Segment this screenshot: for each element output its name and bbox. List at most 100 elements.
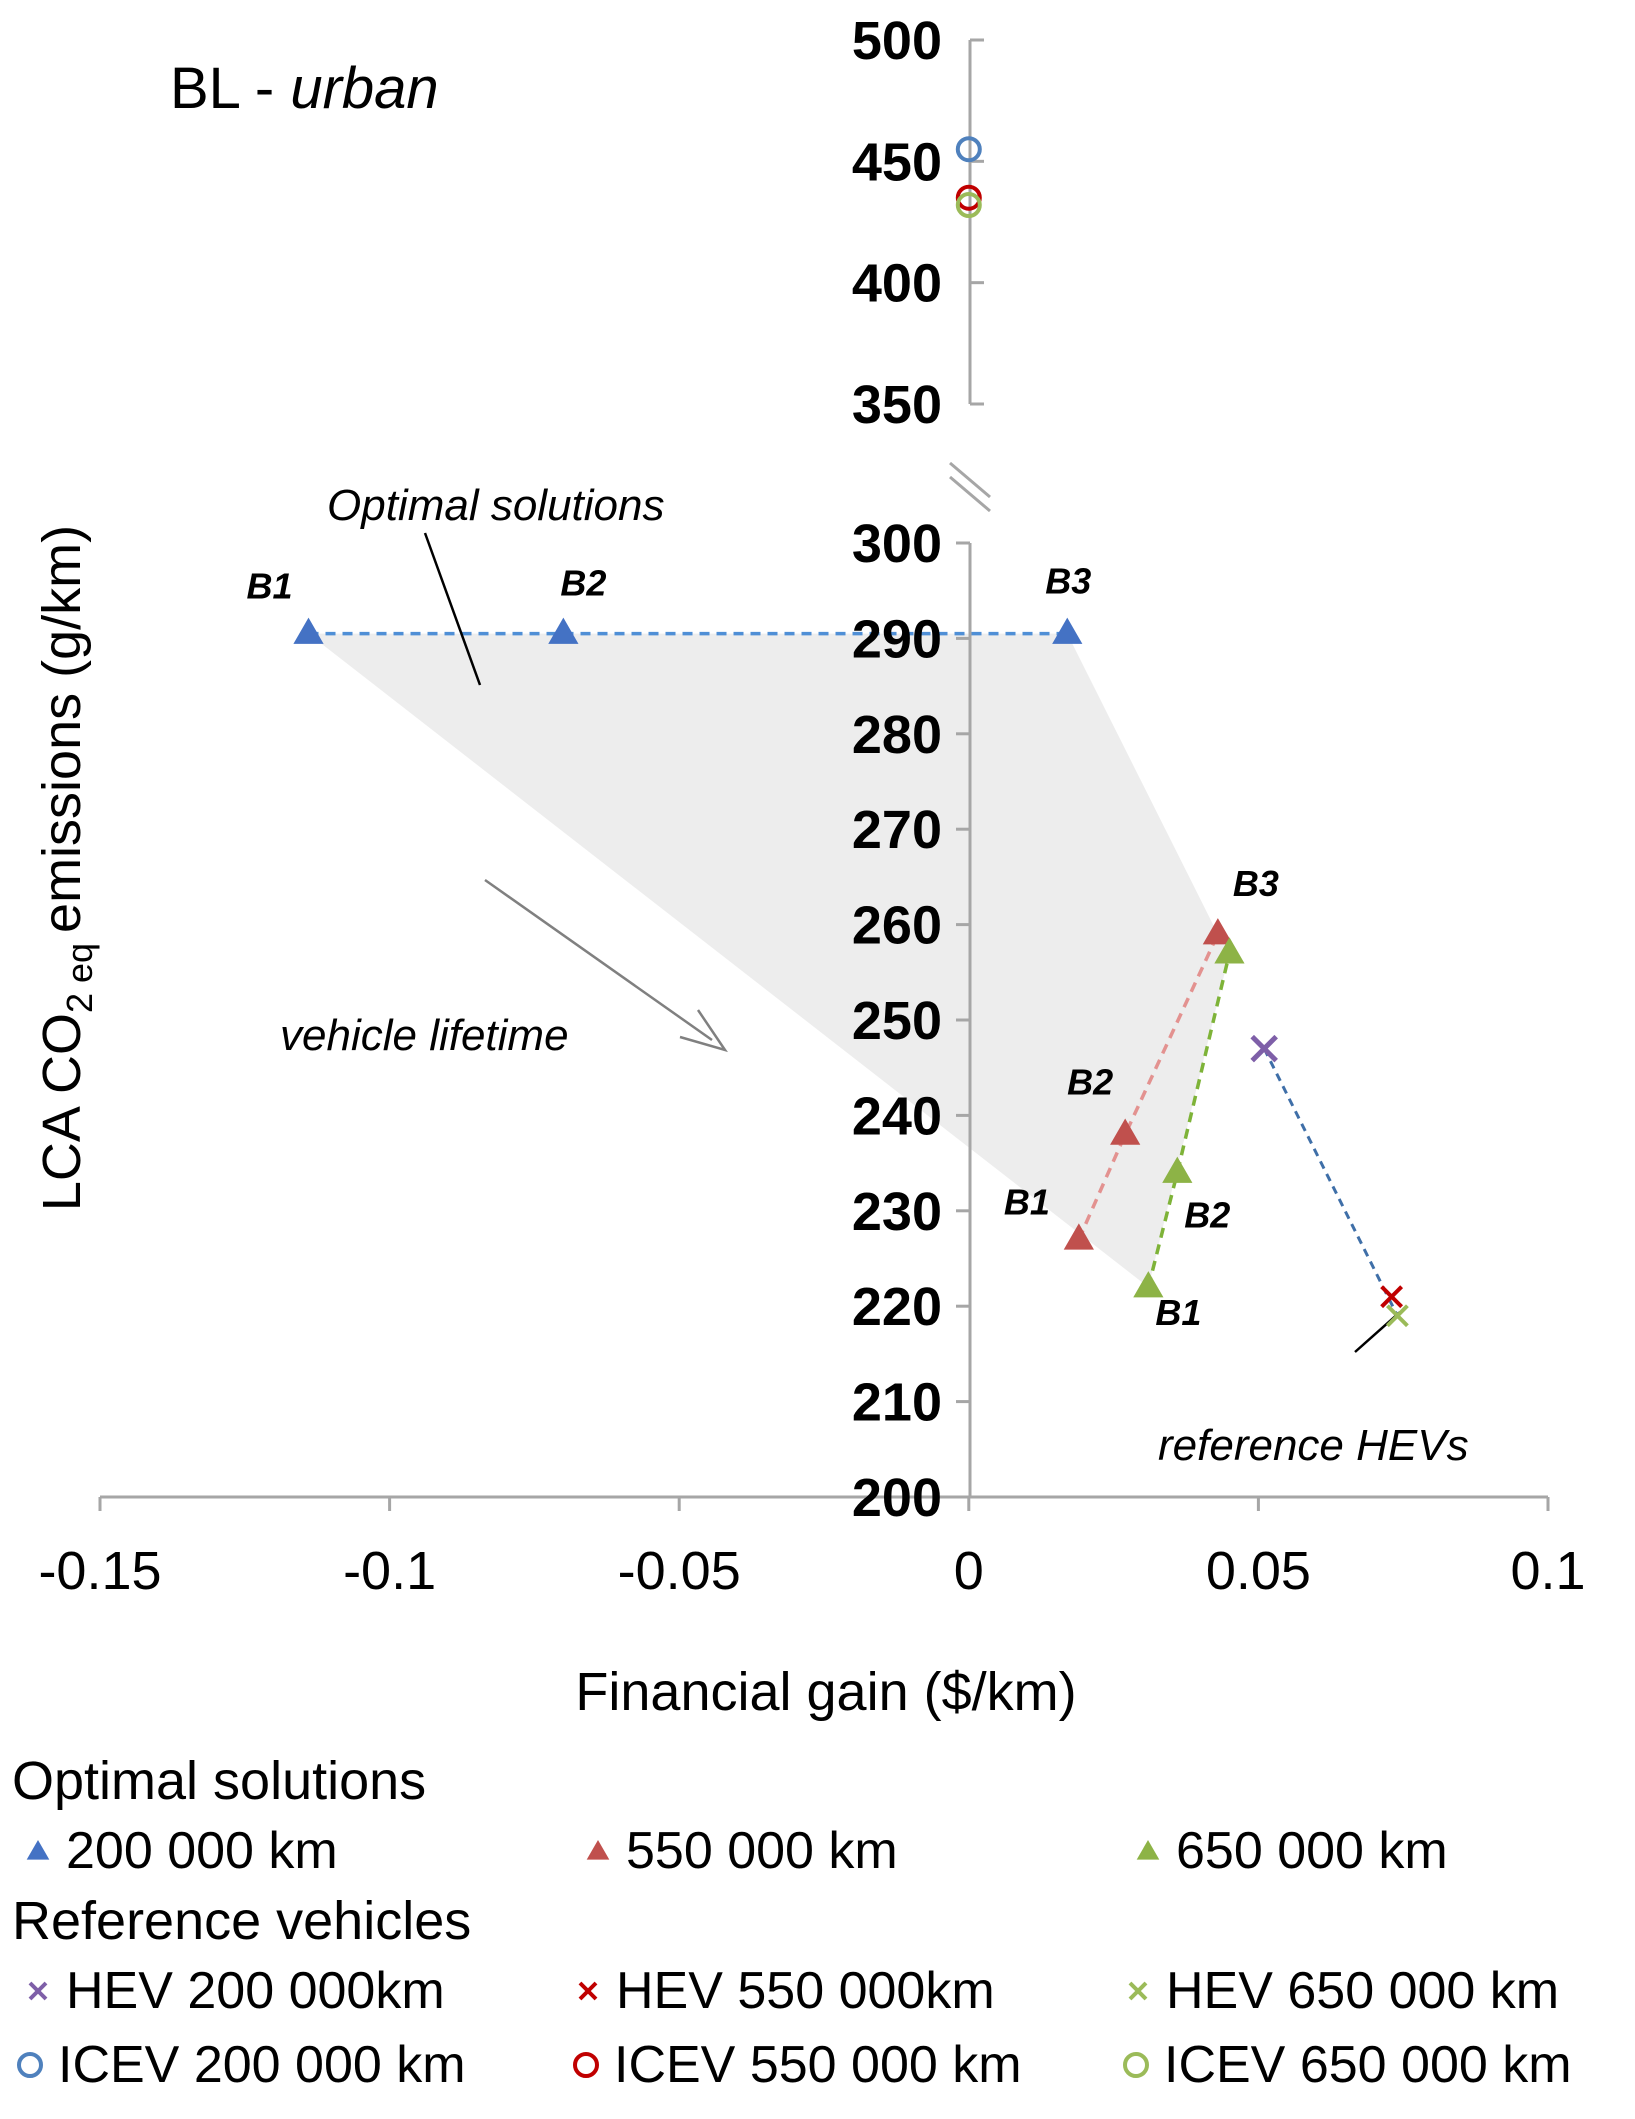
legend-marker-shape [1128, 1981, 1148, 2001]
legend-circle-icon [568, 2035, 614, 2095]
triangle-marker-icon [586, 1839, 610, 1860]
x-tick-label: -0.1 [343, 1541, 436, 1601]
y-tick-label: 220 [852, 1277, 942, 1337]
legend-label: 550 000 km [626, 1822, 898, 1880]
legend-circle-icon [1118, 2035, 1164, 2095]
data-point-circle [955, 184, 982, 211]
legend-label: HEV 200 000km [66, 1962, 445, 2020]
chart-title-plain: BL - [170, 56, 290, 121]
x-tick-label: 0.05 [1206, 1541, 1311, 1601]
y-tick-label: 270 [852, 800, 942, 860]
data-point-triangle [548, 617, 579, 644]
legend-row-icev: ICEV 200 000 km ICEV 550 000 km ICEV 650… [12, 2028, 1627, 2102]
legend-marker-shape [1136, 1839, 1160, 1860]
point-label: B1 [247, 566, 293, 607]
data-point-triangle [1162, 1156, 1193, 1183]
y-tick-label: 500 [852, 11, 942, 71]
data-point-triangle [293, 617, 324, 644]
legend-item-hev-650000: HEV 650 000 km [1120, 1954, 1559, 2028]
point-label: B2 [1184, 1195, 1230, 1236]
legend-label: 650 000 km [1176, 1822, 1448, 1880]
x-stroke [1385, 1304, 1409, 1328]
legend-label: HEV 550 000km [616, 1962, 995, 2020]
y-axis-label: LCA CO2 eq emissions (g/km) [32, 525, 100, 1211]
triangle-marker-icon [26, 1839, 50, 1860]
x-marker-icon [1128, 1981, 1148, 2001]
x-marker-icon [28, 1981, 48, 2001]
data-point-triangle [1063, 1223, 1094, 1250]
legend-label: ICEV 650 000 km [1164, 2036, 1572, 2094]
x-stroke [1380, 1285, 1404, 1309]
legend-marker-shape [586, 1839, 610, 1860]
y-axis-label-part-a: LCA CO [32, 1013, 92, 1211]
circle-marker-icon [17, 2052, 43, 2078]
legend-marker-shape [578, 1981, 598, 2001]
x-stroke [578, 1981, 598, 2001]
point-label: B3 [1045, 561, 1091, 602]
arrow-head-icon [679, 1009, 728, 1053]
data-point-circle [955, 136, 982, 163]
series-line [1146, 952, 1232, 1288]
chart-title-italic: urban [290, 56, 438, 121]
legend-item-icev-650000: ICEV 650 000 km [1118, 2028, 1572, 2102]
y-tick-label: 280 [852, 705, 942, 765]
legend-row-optimal: 200 000 km 550 000 km 650 000 km [12, 1814, 1627, 1888]
series-line [1077, 933, 1220, 1241]
arrow-line [484, 878, 713, 1042]
legend-row-hev: HEV 200 000km HEV 550 000km HEV 650 000 … [12, 1954, 1627, 2028]
legend-circle-icon [12, 2035, 58, 2095]
data-point-triangle [1133, 1271, 1164, 1298]
annotation-optimal-solutions: Optimal solutions [327, 481, 664, 530]
legend-label: 200 000 km [66, 1822, 338, 1880]
data-point-triangle [1110, 1118, 1141, 1145]
data-point-x [1380, 1285, 1404, 1309]
x-marker-icon [578, 1981, 598, 2001]
legend-heading-optimal: Optimal solutions [12, 1751, 427, 1811]
axis-break-mark [949, 475, 991, 513]
legend-label: ICEV 550 000 km [614, 2036, 1022, 2094]
x-axis-label: Financial gain ($/km) [575, 1662, 1076, 1722]
y-tick-label: 250 [852, 991, 942, 1051]
legend-marker-shape [1123, 2052, 1149, 2078]
legend-item-icev-550000: ICEV 550 000 km [568, 2028, 1022, 2102]
point-label: B3 [1233, 863, 1279, 904]
x-tick-label: -0.05 [618, 1541, 741, 1601]
y-tick-label: 400 [852, 254, 942, 314]
y-axis-label-subscript: 2 eq [59, 943, 100, 1013]
x-stroke [1250, 1034, 1278, 1063]
legend-marker-shape [17, 2052, 43, 2078]
legend-heading-reference: Reference vehicles [12, 1891, 472, 1951]
annotation-vehicle-lifetime: vehicle lifetime [280, 1011, 569, 1060]
annotation-pointer [423, 532, 482, 686]
legend: Optimal solutions 200 000 km 550 000 km … [12, 1748, 1627, 2102]
y-tick-label: 200 [852, 1468, 942, 1528]
data-point-triangle [1202, 918, 1233, 945]
data-point-triangle [1214, 937, 1245, 964]
legend-item-hev-200000: HEV 200 000km [20, 1954, 445, 2028]
y-tick-label: 450 [852, 132, 942, 192]
y-tick-label: 240 [852, 1086, 942, 1146]
y-tick-label: 290 [852, 609, 942, 669]
point-label: B1 [1155, 1292, 1201, 1333]
y-tick-label: 300 [852, 514, 942, 574]
point-label: B1 [1004, 1181, 1050, 1222]
legend-item-650000-km: 650 000 km [1130, 1814, 1448, 1888]
legend-item-hev-550000: HEV 550 000km [570, 1954, 995, 2028]
y-axis-label-part-b: emissions (g/km) [32, 525, 92, 933]
y-tick-label: 210 [852, 1373, 942, 1433]
legend-marker-shape [573, 2052, 599, 2078]
legend-x-icon [20, 1961, 66, 2021]
legend-label: ICEV 200 000 km [58, 2036, 466, 2094]
point-label: B2 [560, 563, 606, 604]
point-label: B2 [1067, 1061, 1113, 1102]
chart-title: BL - urban [170, 56, 439, 121]
circle-marker-icon [1123, 2052, 1149, 2078]
hev-connector-line [1262, 1047, 1399, 1317]
legend-item-200000-km: 200 000 km [20, 1814, 338, 1888]
legend-marker-shape [28, 1981, 48, 2001]
legend-triangle-icon [1130, 1821, 1176, 1881]
y-tick-label: 230 [852, 1182, 942, 1242]
data-point-x [1250, 1034, 1278, 1063]
legend-triangle-icon [20, 1821, 66, 1881]
x-tick-label: 0 [954, 1541, 984, 1601]
